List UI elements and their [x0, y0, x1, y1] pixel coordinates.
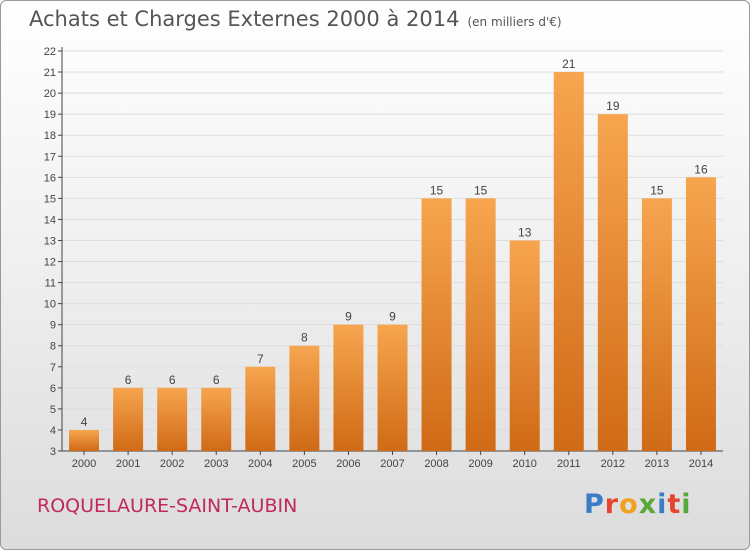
chart-title-text: Achats et Charges Externes 2000 à 2014 — [29, 7, 460, 31]
x-tick-label-2011: 2011 — [557, 458, 581, 470]
bar-2007 — [377, 324, 408, 451]
x-tick-label-2008: 2008 — [424, 458, 448, 470]
x-tick-label-2000: 2000 — [72, 458, 96, 470]
x-tick-label-2010: 2010 — [512, 458, 536, 470]
x-tick-label-2001: 2001 — [116, 458, 140, 470]
bar-2005 — [289, 345, 320, 451]
place-name: ROQUELAURE-SAINT-AUBIN — [37, 495, 298, 517]
bar-2010 — [509, 240, 540, 451]
proxiti-logo: Proxiti — [584, 489, 692, 520]
data-label-2004: 7 — [257, 352, 264, 366]
logo-letter: P — [584, 489, 605, 520]
bar-2008 — [421, 198, 452, 451]
y-tick-label: 11 — [45, 278, 56, 290]
y-tick-label: 9 — [50, 320, 56, 332]
y-tick-label: 10 — [44, 299, 56, 311]
y-tick-label: 7 — [50, 362, 56, 374]
data-label-2006: 9 — [345, 310, 352, 324]
data-label-2013: 15 — [650, 183, 664, 197]
y-tick-label: 5 — [50, 404, 56, 416]
logo-letter: x — [638, 489, 658, 520]
bar-2011 — [553, 72, 584, 451]
data-label-2014: 16 — [694, 162, 708, 176]
x-tick-label-2012: 2012 — [601, 458, 625, 470]
y-tick-label: 8 — [50, 341, 56, 353]
x-tick-label-2014: 2014 — [689, 458, 713, 470]
bar-2014 — [685, 177, 716, 451]
logo-letter: o — [619, 489, 639, 520]
y-tick-label: 21 — [44, 67, 56, 79]
x-tick-label-2013: 2013 — [645, 458, 669, 470]
x-tick-label-2009: 2009 — [468, 458, 492, 470]
data-label-2001: 6 — [125, 373, 132, 387]
bar-2013 — [641, 198, 672, 451]
bar-2001 — [113, 387, 144, 451]
bar-2009 — [465, 198, 496, 451]
y-tick-label: 14 — [44, 214, 56, 226]
y-tick-label: 20 — [44, 88, 56, 100]
data-label-2008: 15 — [430, 183, 444, 197]
data-label-2012: 19 — [606, 99, 620, 113]
x-tick-label-2004: 2004 — [248, 458, 272, 470]
bar-2002 — [157, 387, 188, 451]
data-label-2011: 21 — [562, 57, 576, 71]
data-labels: 4 6 6 6 7 8 9 9 15 15 13 21 19 15 16 — [81, 57, 708, 429]
y-tick-label: 4 — [50, 425, 56, 437]
x-tick-label-2002: 2002 — [160, 458, 184, 470]
y-tick-label: 17 — [44, 151, 56, 163]
y-tick-label: 15 — [44, 193, 56, 205]
data-label-2005: 8 — [301, 331, 308, 345]
bars — [69, 72, 716, 451]
y-tick-label: 13 — [44, 235, 56, 247]
y-tick-label: 19 — [44, 109, 56, 121]
data-label-2010: 13 — [518, 225, 532, 239]
y-tick-label: 6 — [50, 383, 56, 395]
logo-letter: i — [657, 489, 668, 520]
logo-letter: r — [604, 489, 620, 520]
data-label-2000: 4 — [81, 415, 88, 429]
logo-letter: i — [681, 489, 692, 520]
x-tick-label-2006: 2006 — [336, 458, 360, 470]
logo-letter: t — [667, 489, 682, 520]
data-label-2007: 9 — [389, 310, 396, 324]
y-tick-label: 22 — [44, 46, 56, 58]
bar-2004 — [245, 366, 276, 451]
data-label-2009: 15 — [474, 183, 488, 197]
x-tick-label-2003: 2003 — [204, 458, 228, 470]
x-tick-label-2007: 2007 — [380, 458, 404, 470]
x-tick-labels: 2000 2001 2002 2003 2004 2005 2006 2007 2008 2009… — [72, 458, 713, 470]
y-tick-label: 18 — [44, 130, 56, 142]
data-label-2002: 6 — [169, 373, 176, 387]
data-label-2003: 6 — [213, 373, 220, 387]
y-tick-label: 3 — [50, 446, 56, 458]
chart-title: Achats et Charges Externes 2000 à 2014 (e… — [29, 7, 562, 31]
x-tick-label-2005: 2005 — [292, 458, 316, 470]
y-tick-labels: 3 4 5 6 7 8 9 10 11 12 13 14 15 16 17 18 19 20 21 22 — [44, 46, 56, 458]
chart-subtitle: (en milliers d'€) — [467, 15, 562, 29]
bar-2003 — [201, 387, 232, 451]
y-tick-label: 12 — [44, 257, 56, 269]
bar-2006 — [333, 324, 364, 451]
bar-2012 — [597, 114, 628, 451]
y-tick-label: 16 — [44, 172, 56, 184]
bar-2000 — [69, 429, 100, 451]
